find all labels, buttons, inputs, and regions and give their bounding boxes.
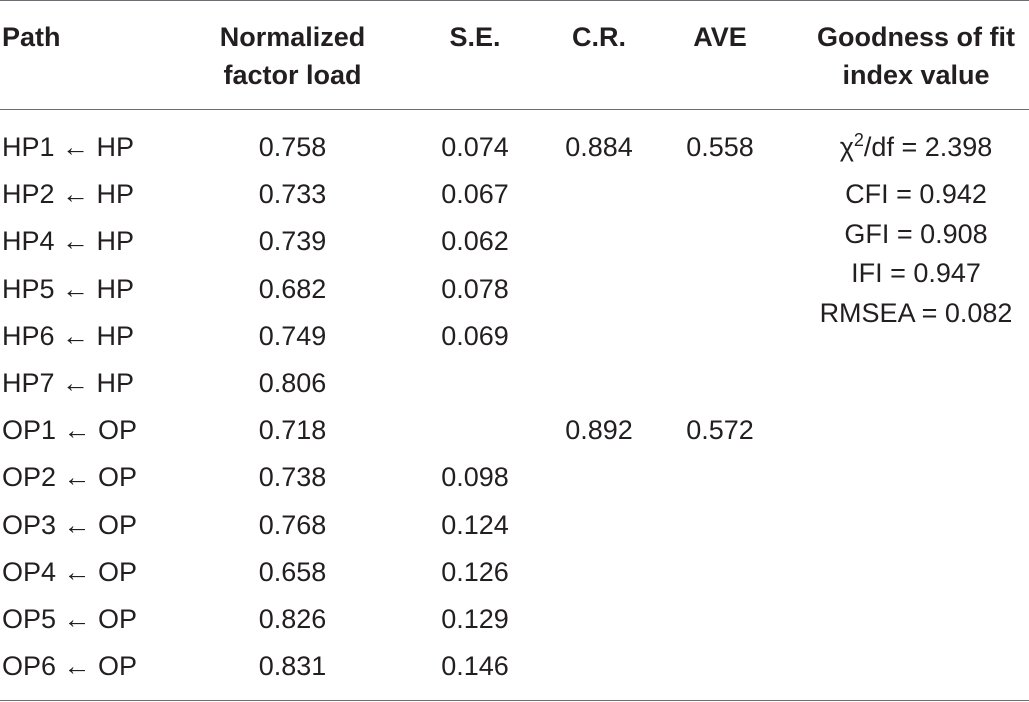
header-gof-line1: Goodness of fit	[817, 22, 1015, 52]
cell-se: 0.126	[441, 556, 509, 587]
table-top-rule	[0, 0, 1029, 1]
table-row: OP3 ← OP 0.768 0.124	[0, 502, 1029, 549]
header-gof-line2: index value	[842, 60, 990, 90]
cell-se: 0.124	[441, 509, 509, 540]
cell-load: 0.739	[258, 226, 327, 257]
cell-load: 0.806	[258, 367, 327, 398]
gof-chi-value: /df = 2.398	[863, 132, 993, 162]
header-ave-label: AVE	[693, 22, 747, 52]
gof-rmsea: RMSEA = 0.082	[819, 297, 1013, 328]
gof-chi-symbol: χ	[839, 132, 854, 162]
cell-load: 0.738	[258, 462, 327, 493]
gof-chi-square: χ2/df = 2.398	[800, 124, 1029, 171]
header-bottom-rule	[0, 109, 1029, 110]
cell-se: 0.067	[441, 179, 509, 210]
cell-path: OP5 ← OP	[2, 603, 138, 634]
table-row: HP1 ← HP 0.758 0.074 0.884 0.558	[0, 124, 1029, 171]
header-load-line2: factor load	[223, 60, 362, 90]
gof-ifi: IFI = 0.947	[851, 258, 981, 288]
cell-se: 0.146	[441, 651, 509, 682]
table-row: HP7 ← HP 0.806	[0, 360, 1029, 407]
cell-load: 0.768	[258, 509, 327, 540]
cell-path: HP5 ← HP	[2, 273, 135, 304]
cell-path: OP4 ← OP	[2, 556, 138, 587]
table-row: HP6 ← HP 0.749 0.069	[0, 313, 1029, 360]
table-row: HP2 ← HP 0.733 0.067	[0, 171, 1029, 218]
cell-load: 0.718	[258, 415, 327, 446]
cell-se: 0.069	[441, 320, 509, 351]
goodness-of-fit-values: χ2/df = 2.398 CFI = 0.942 GFI = 0.908 IF…	[800, 124, 1029, 329]
cell-se: 0.078	[441, 273, 509, 304]
cell-path: HP4 ← HP	[2, 226, 135, 257]
header-path: Path	[2, 18, 61, 56]
table-row: OP6 ← OP 0.831 0.146	[0, 643, 1029, 690]
gof-chi-superscript: 2	[853, 130, 864, 151]
header-load-line1: Normalized	[219, 22, 366, 52]
header-normalized-factor-load: Normalized factor load	[190, 18, 395, 94]
cell-path: OP2 ← OP	[2, 462, 138, 493]
header-goodness-of-fit: Goodness of fit index value	[800, 18, 1029, 94]
cell-load: 0.826	[258, 603, 327, 634]
header-path-label: Path	[2, 22, 61, 52]
cell-load: 0.758	[258, 132, 327, 162]
header-se: S.E.	[420, 18, 530, 56]
cell-path: OP3 ← OP	[2, 509, 138, 540]
cell-se: 0.074	[441, 132, 509, 162]
cell-cr: 0.884	[565, 132, 633, 162]
cell-load: 0.831	[258, 651, 327, 682]
table-row: OP5 ← OP 0.826 0.129	[0, 596, 1029, 643]
cell-load: 0.682	[258, 273, 327, 304]
table-row: OP4 ← OP 0.658 0.126	[0, 549, 1029, 596]
table-row: HP5 ← HP 0.682 0.078	[0, 266, 1029, 313]
table-bottom-rule	[0, 700, 1029, 701]
cell-path: HP7 ← HP	[2, 367, 135, 398]
cell-ave: 0.572	[686, 415, 754, 446]
table-row: OP2 ← OP 0.738 0.098	[0, 454, 1029, 501]
cell-se: 0.098	[441, 462, 509, 493]
cell-path: HP6 ← HP	[2, 320, 135, 351]
cell-path: OP1 ← OP	[2, 415, 138, 446]
gof-gfi: GFI = 0.908	[844, 218, 988, 249]
cell-load: 0.658	[258, 556, 327, 587]
cell-ave: 0.558	[686, 132, 754, 162]
cell-path: OP6 ← OP	[2, 651, 138, 682]
cell-se: 0.062	[441, 226, 509, 257]
cell-path: HP2 ← HP	[2, 179, 135, 210]
cell-path: HP1 ← HP	[2, 132, 135, 162]
cell-cr: 0.892	[565, 415, 633, 446]
table-body: HP1 ← HP 0.758 0.074 0.884 0.558 HP2 ← H…	[0, 124, 1029, 690]
header-se-label: S.E.	[449, 22, 501, 52]
header-cr: C.R.	[548, 18, 650, 56]
cell-se: 0.129	[441, 603, 509, 634]
cell-load: 0.749	[258, 320, 327, 351]
gof-cfi: CFI = 0.942	[845, 179, 987, 209]
table-row: OP1 ← OP 0.718 0.892 0.572	[0, 407, 1029, 454]
cell-load: 0.733	[258, 179, 327, 210]
table-row: HP4 ← HP 0.739 0.062	[0, 218, 1029, 265]
header-ave: AVE	[670, 18, 770, 56]
header-cr-label: C.R.	[572, 22, 626, 52]
